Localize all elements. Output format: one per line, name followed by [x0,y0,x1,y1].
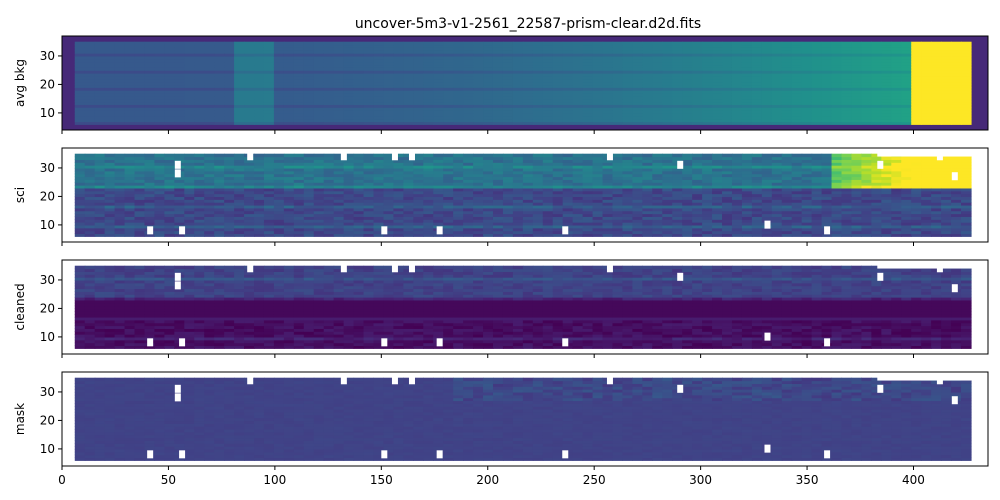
axes-frame [61,371,989,467]
axes-frame [61,147,989,243]
heatmap-image [62,36,988,130]
x-tick-label: 100 [263,473,286,487]
y-tick-label: 30 [40,49,55,63]
x-tick-label: 200 [476,473,499,487]
y-tick-label: 20 [40,189,55,203]
figure-title: uncover-5m3-v1-2561_22587-prism-clear.d2… [355,16,701,32]
axes-frame [61,259,989,355]
x-tick-label: 300 [689,473,712,487]
heatmap-image [74,372,974,461]
y-tick-label: 30 [40,385,55,399]
x-tick-label: 250 [583,473,606,487]
y-axis-label: mask [13,403,27,435]
heatmap-image [74,148,974,237]
x-tick-label: 50 [161,473,176,487]
y-tick-label: 30 [40,161,55,175]
panels: 10 20 30 avg bkg 10 20 30 sci 10 20 30 cleaned 10 20 3… [13,35,989,487]
panel-cleaned: 10 20 30 cleaned [13,259,989,358]
x-tick-label: 0 [58,473,66,487]
axes-frame [61,35,989,131]
y-tick-label: 10 [40,442,55,456]
panel-sci: 10 20 30 sci [13,147,989,246]
heatmap-image [74,260,974,349]
y-axis-label: cleaned [13,283,27,330]
panel-avg-bkg: 10 20 30 avg bkg [13,35,989,134]
y-axis-label: avg bkg [13,59,27,107]
y-tick-label: 20 [40,77,55,91]
y-tick-label: 20 [40,413,55,427]
x-tick-label: 400 [902,473,925,487]
y-tick-label: 30 [40,273,55,287]
y-tick-label: 10 [40,330,55,344]
x-tick-label: 150 [370,473,393,487]
y-tick-label: 20 [40,301,55,315]
x-tick-label: 350 [796,473,819,487]
y-tick-label: 10 [40,218,55,232]
y-axis-label: sci [13,187,27,203]
y-tick-label: 10 [40,106,55,120]
